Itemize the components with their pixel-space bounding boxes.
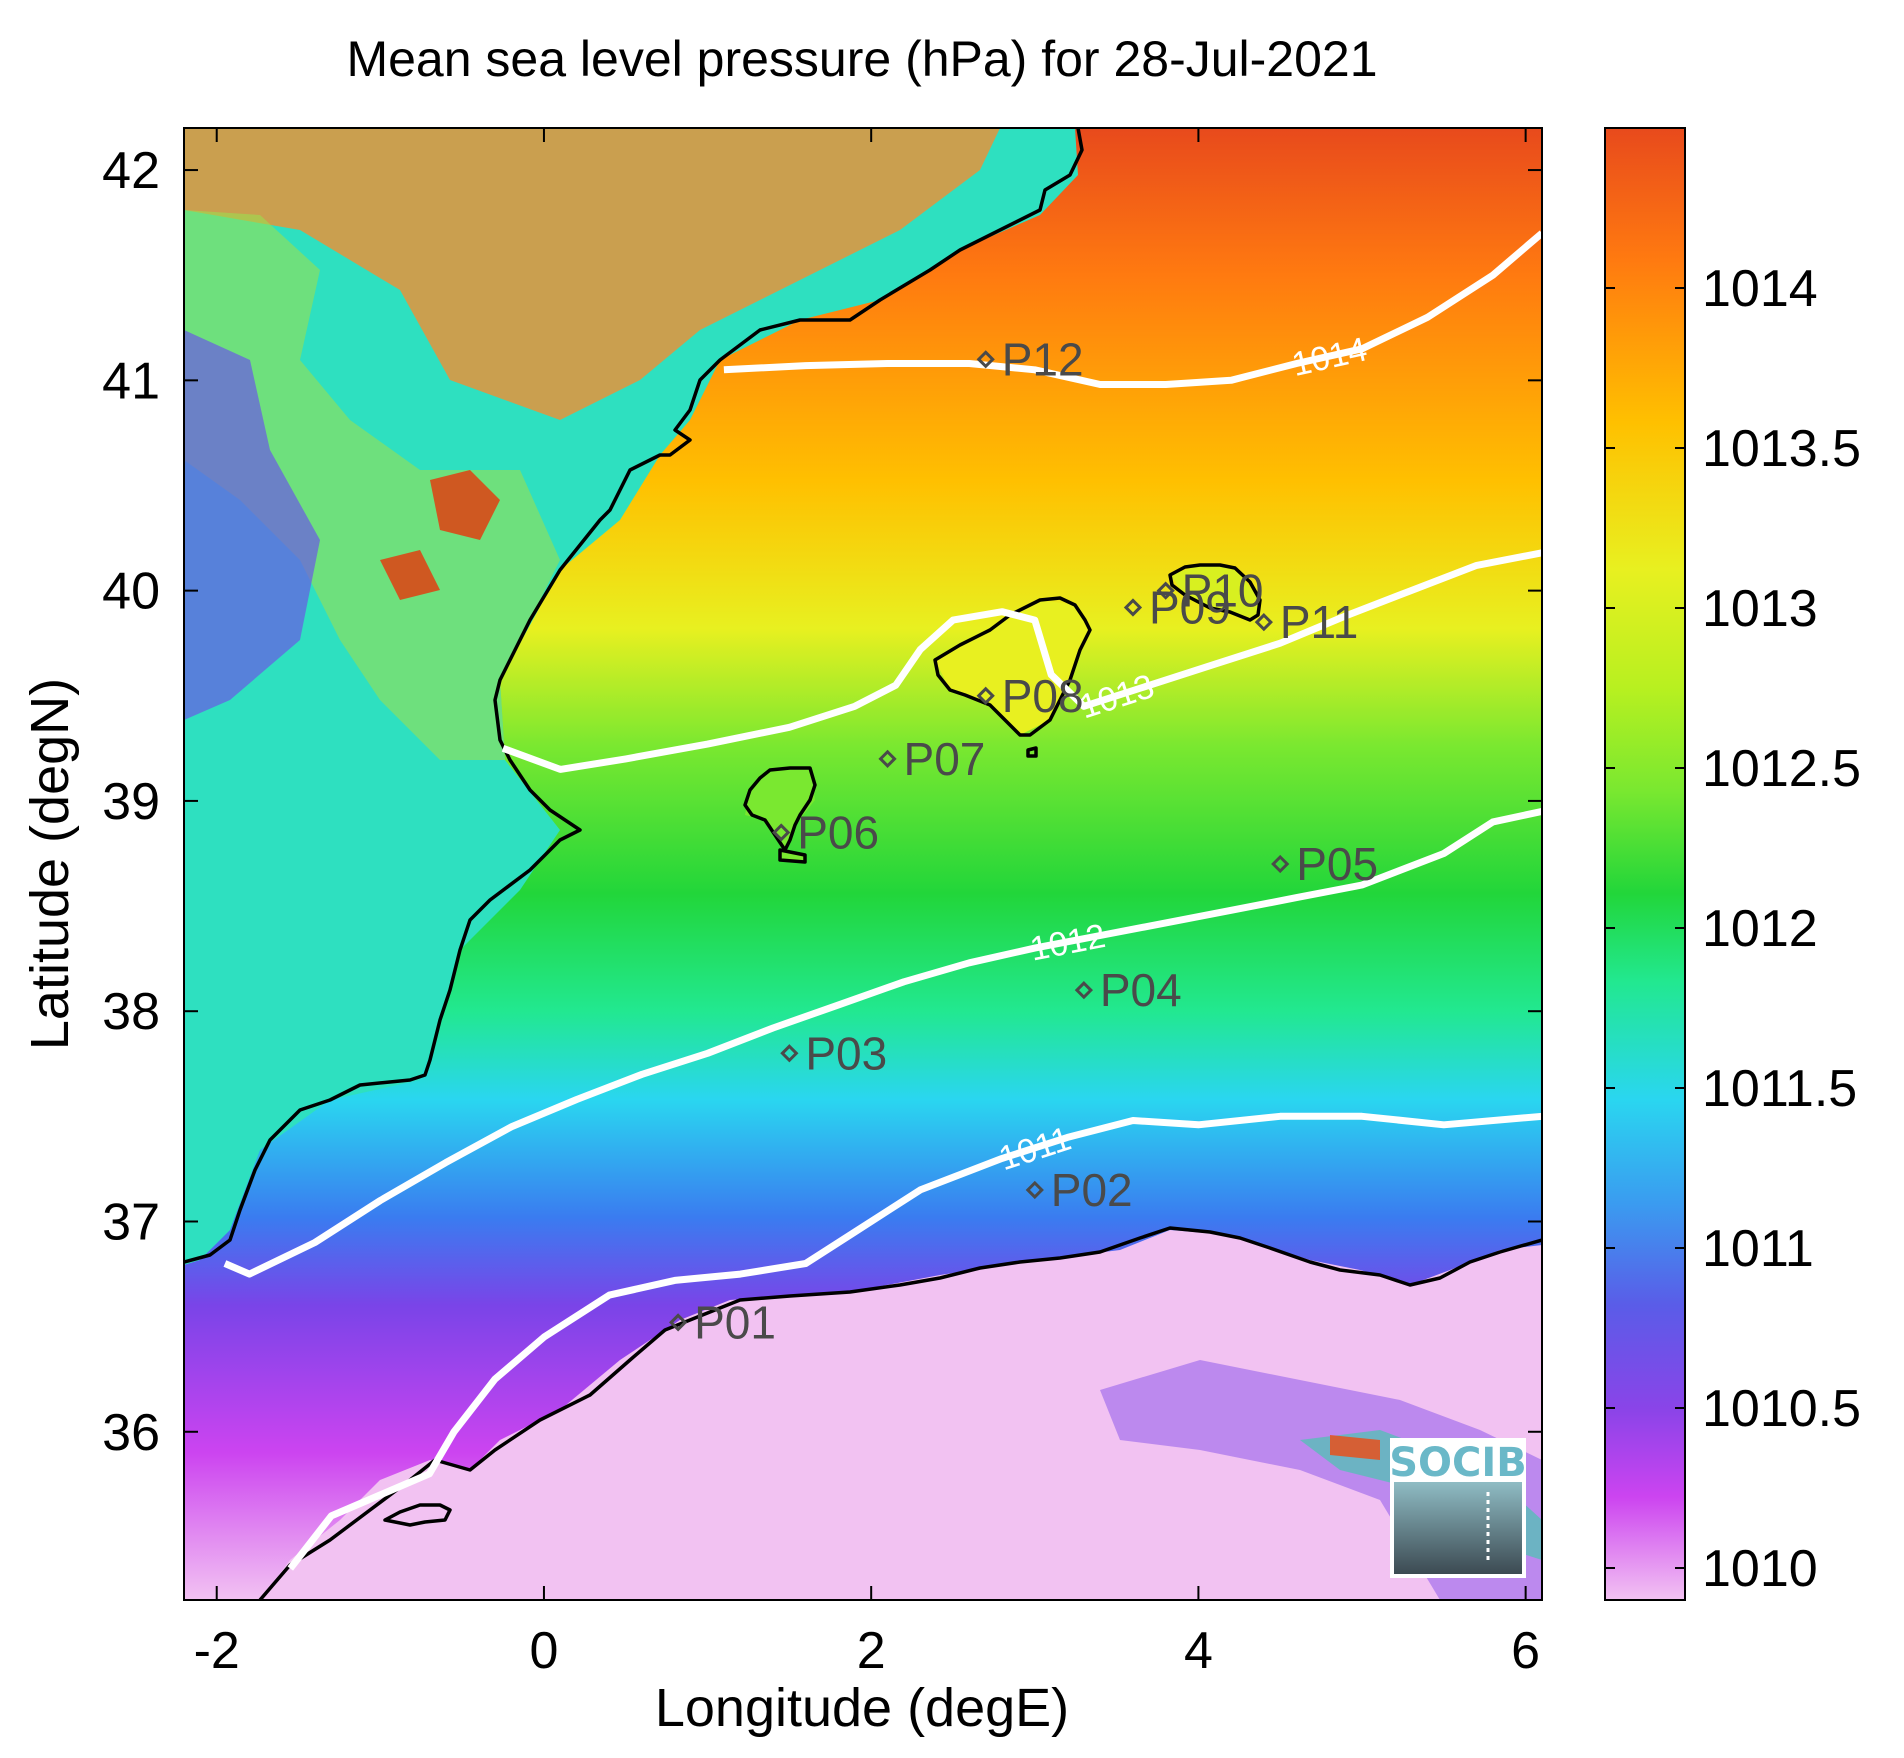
iberia-coastline bbox=[184, 128, 1084, 1264]
colorbar bbox=[1604, 127, 1686, 1601]
colorbar-tick-label: 1014 bbox=[1702, 260, 1818, 318]
colorbar-tick-label: 1010 bbox=[1702, 1540, 1818, 1598]
y-tick-label: 37 bbox=[102, 1193, 160, 1251]
station-marker-p02 bbox=[1025, 1180, 1044, 1200]
logo-text: SOCIB bbox=[1389, 1440, 1527, 1486]
island-ibiza bbox=[745, 768, 815, 850]
station-label-p02: P02 bbox=[1051, 1164, 1133, 1216]
y-tick-label: 40 bbox=[102, 563, 160, 621]
station-label-p04: P04 bbox=[1100, 964, 1182, 1016]
y-tick-label: 42 bbox=[102, 142, 160, 200]
plot-frame bbox=[183, 127, 1543, 1601]
logo-gradient bbox=[1394, 1482, 1522, 1574]
x-tick-label: -2 bbox=[194, 1622, 240, 1680]
station-label-p12: P12 bbox=[1002, 333, 1084, 385]
station-marker-p06 bbox=[772, 823, 791, 842]
colorbar-tick-label: 1011 bbox=[1702, 1220, 1814, 1278]
x-axis-label: Longitude (degE) bbox=[655, 1678, 1069, 1738]
x-tick-label: 2 bbox=[857, 1622, 886, 1680]
socib-logo: SOCIB bbox=[1389, 1438, 1527, 1578]
contour-line-1011 bbox=[287, 1112, 1542, 1571]
contour-lines bbox=[223, 230, 1542, 1571]
x-tick-label: 4 bbox=[1184, 1622, 1213, 1680]
x-tick-label: 6 bbox=[1511, 1622, 1540, 1680]
iberia-land-texture-a bbox=[184, 128, 1000, 420]
x-axis-ticks: -2 0 2 4 6 bbox=[194, 128, 1540, 1680]
iberia-land-texture-d bbox=[380, 470, 500, 600]
contour-line-1012 bbox=[223, 807, 1542, 1278]
mallorca-coastline bbox=[933, 596, 1092, 737]
menorca-coastline bbox=[1168, 563, 1262, 622]
contour-line-1013 bbox=[501, 549, 1542, 773]
station-label-p07: P07 bbox=[904, 733, 986, 785]
iberia-land-texture-b bbox=[184, 210, 560, 760]
station-label-p09: P09 bbox=[1149, 581, 1231, 633]
station-marker-p08 bbox=[976, 686, 995, 705]
ibiza-coastline bbox=[743, 766, 817, 852]
y-tick-label: 38 bbox=[102, 983, 160, 1041]
station-marker-p09 bbox=[1123, 598, 1143, 617]
africa-coastline bbox=[258, 1226, 1542, 1600]
y-tick-label: 36 bbox=[102, 1404, 160, 1462]
station-marker-p10 bbox=[1156, 581, 1175, 600]
island-mallorca bbox=[935, 600, 1090, 735]
colorbar-tick-label: 1013 bbox=[1702, 580, 1818, 638]
station-marker-p03 bbox=[780, 1044, 799, 1063]
alboran-coastline bbox=[383, 1503, 452, 1527]
station-label-p06: P06 bbox=[797, 806, 879, 858]
y-axis-ticks: 36 37 38 39 40 41 42 bbox=[102, 142, 1542, 1462]
iberia-land bbox=[184, 128, 1078, 1265]
chart-title: Mean sea level pressure (hPa) for 28-Jul… bbox=[346, 31, 1377, 87]
colorbar-ticks: 1010 1010.5 1011 1011.5 1012 1012.5 1013 1013.5… bbox=[1605, 260, 1861, 1598]
africa-land-texture-c bbox=[1330, 1435, 1380, 1460]
x-tick-label: 0 bbox=[529, 1622, 558, 1680]
iberia-land-texture-c bbox=[184, 330, 320, 720]
station-label-p11: P11 bbox=[1280, 596, 1358, 648]
contour-line-1014 bbox=[723, 230, 1542, 388]
coastlines bbox=[184, 128, 1542, 1600]
station-label-p03: P03 bbox=[805, 1027, 887, 1079]
station-marker-p11 bbox=[1254, 613, 1273, 632]
station-marker-p05 bbox=[1271, 854, 1290, 874]
y-tick-label: 39 bbox=[102, 773, 160, 831]
colorbar-tick-label: 1012.5 bbox=[1702, 740, 1861, 798]
station-label-p01: P01 bbox=[694, 1296, 776, 1348]
y-axis-label: Latitude (degN) bbox=[20, 678, 80, 1050]
station-marker-p12 bbox=[976, 350, 995, 369]
colorbar-tick-label: 1011.5 bbox=[1702, 1060, 1857, 1118]
station-label-p05: P05 bbox=[1296, 838, 1378, 890]
station-marker-p07 bbox=[878, 749, 897, 768]
colorbar-tick-label: 1013.5 bbox=[1702, 420, 1861, 478]
colorbar-tick-label: 1010.5 bbox=[1702, 1380, 1861, 1438]
station-label-p08: P08 bbox=[1002, 670, 1084, 722]
station-label-p10: P10 bbox=[1182, 565, 1264, 617]
cabrera-coastline bbox=[1026, 746, 1038, 758]
y-tick-label: 41 bbox=[102, 352, 160, 410]
formentera-coastline bbox=[778, 848, 807, 864]
africa-land bbox=[260, 1230, 1542, 1600]
station-marker-p01 bbox=[668, 1313, 688, 1332]
colorbar-tick-label: 1012 bbox=[1702, 900, 1818, 958]
island-menorca bbox=[1170, 565, 1260, 618]
station-marker-p04 bbox=[1074, 981, 1094, 1000]
